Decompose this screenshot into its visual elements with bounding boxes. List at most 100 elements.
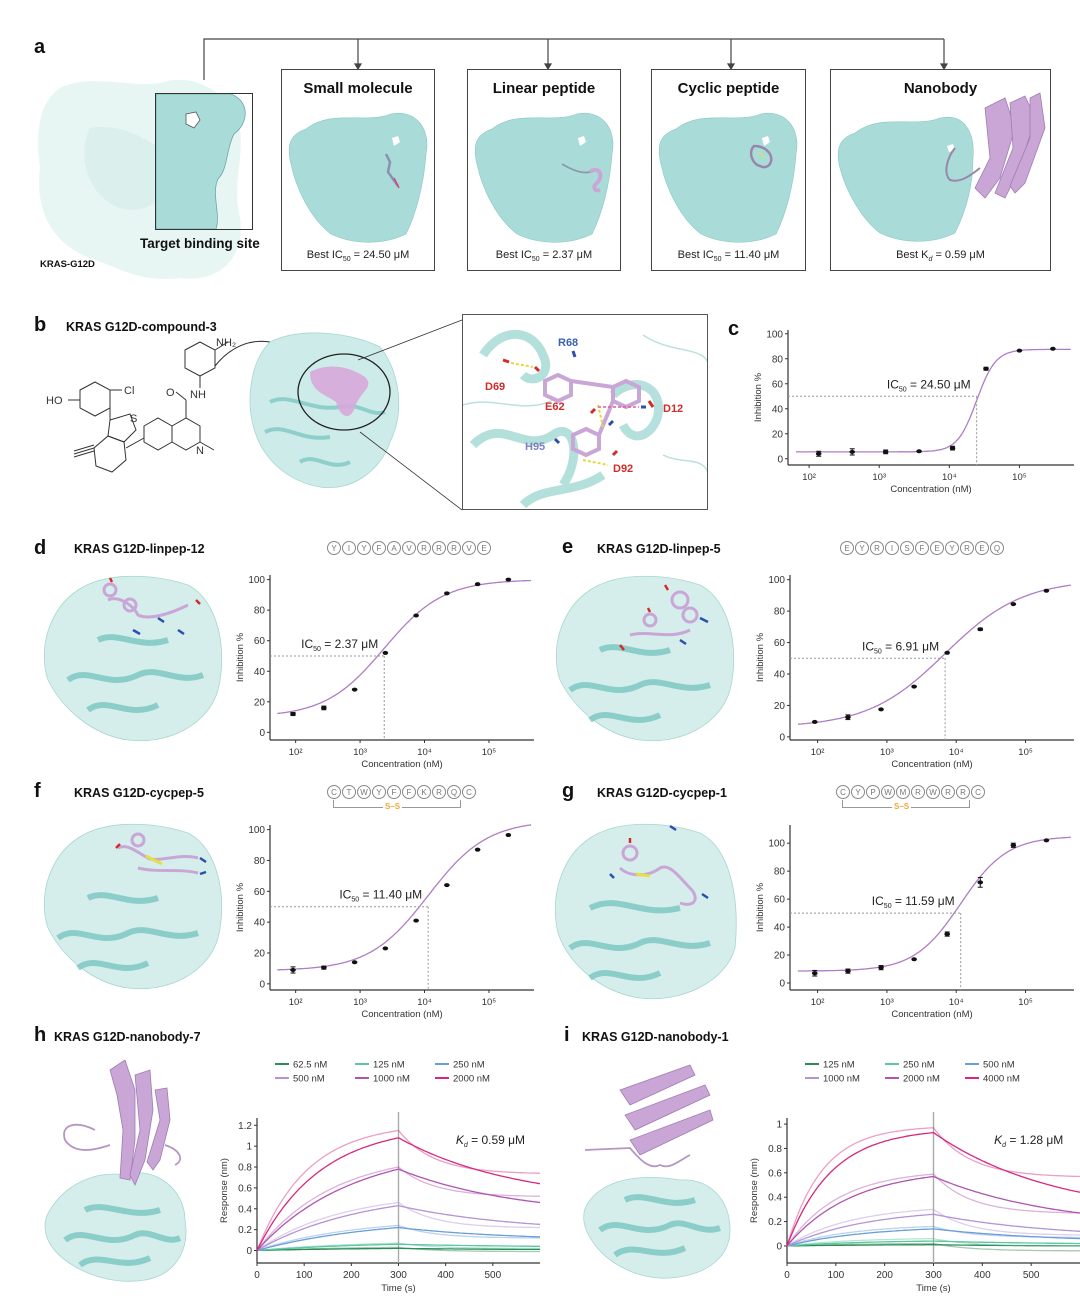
y-tick-label: 60 <box>254 636 266 647</box>
data-point <box>413 918 419 923</box>
y-tick-label: 1.2 <box>238 1121 252 1132</box>
residue-circle: P <box>866 785 880 799</box>
ic50-label: IC50 = 11.59 μM <box>872 894 955 910</box>
disulfide-label-f: S–S <box>383 802 403 811</box>
legend-item: 1000 nM <box>355 1074 410 1085</box>
residue-circle: R <box>911 785 925 799</box>
legend-label: 500 nM <box>983 1060 1015 1071</box>
residue-circle: Q <box>990 541 1004 555</box>
legend-label: 4000 nM <box>983 1074 1020 1085</box>
nanobody-7-complex-structure <box>44 1059 187 1282</box>
category-cyclic-peptide: Cyclic peptide Best IC50 = 11.40 μM <box>651 69 806 271</box>
y-tick-label: 0.8 <box>768 1144 782 1155</box>
data-point <box>290 967 296 972</box>
residue-circle: Q <box>447 785 461 799</box>
data-point <box>290 712 296 717</box>
legend-item: 250 nM <box>885 1060 935 1071</box>
residue-circle: C <box>327 785 341 799</box>
y-tick-label: 20 <box>772 429 784 440</box>
data-point <box>444 883 450 888</box>
x-tick-label: 10⁴ <box>417 747 432 758</box>
legend-item: 2000 nM <box>435 1074 490 1085</box>
y-axis-label: Response (nm) <box>219 1158 230 1223</box>
raw-trace <box>256 1129 540 1251</box>
bli-sensorgram-chart-h: 62.5 nM 125 nM 250 nM 500 nM 1000 nM 2000 nM 0… <box>219 1060 540 1294</box>
y-tick-label: 100 <box>248 575 265 586</box>
data-point <box>1050 346 1056 351</box>
residue-circle: W <box>357 785 371 799</box>
binding-site-box <box>155 93 253 230</box>
chem-label-o: O <box>166 387 175 399</box>
fit-trace <box>786 1240 1080 1247</box>
x-axis-label: Concentration (nM) <box>891 1009 972 1020</box>
residue-circle: W <box>926 785 940 799</box>
fit-trace <box>256 1226 540 1252</box>
data-point <box>1043 838 1050 843</box>
y-tick-label: 0 <box>259 979 265 990</box>
category-metric: Best Kd = 0.59 μM <box>896 248 985 263</box>
y-tick-label: 20 <box>774 951 786 962</box>
fit-trace <box>786 1175 1080 1247</box>
fit-curve <box>277 579 532 715</box>
category-connector <box>203 38 949 80</box>
data-point <box>382 946 389 951</box>
data-point <box>949 446 956 451</box>
residue-circle: C <box>836 785 850 799</box>
raw-trace <box>786 1208 1080 1247</box>
data-point <box>882 449 889 454</box>
raw-trace <box>786 1127 1080 1247</box>
residue-circle: Y <box>372 785 386 799</box>
chem-label-cl: Cl <box>124 385 134 397</box>
y-tick-label: 80 <box>254 606 266 617</box>
y-tick-label: 100 <box>248 825 265 836</box>
legend-label: 2000 nM <box>903 1074 940 1085</box>
x-tick-label: 500 <box>1023 1270 1040 1281</box>
residue-d69: D69 <box>485 381 506 393</box>
y-tick-label: 0 <box>776 1241 782 1252</box>
data-point <box>815 451 822 456</box>
panel-title-f: KRAS G12D-cycpep-5 <box>74 786 204 800</box>
category-linear-peptide: Linear peptide Best IC50 = 2.37 μM <box>467 69 621 271</box>
residue-circle: E <box>930 541 944 555</box>
nanobody-1-complex-structure <box>583 1064 731 1279</box>
raw-trace <box>787 1242 1080 1252</box>
x-tick-label: 200 <box>343 1270 360 1281</box>
disulfide-label-g: S–S <box>892 802 912 811</box>
raw-trace <box>786 1173 1080 1247</box>
residue-circle: M <box>896 785 910 799</box>
data-point <box>505 833 512 838</box>
fit-trace <box>786 1228 1080 1247</box>
data-point <box>977 880 984 885</box>
fit-trace <box>786 1131 1080 1247</box>
x-tick-label: 100 <box>296 1270 313 1281</box>
residue-circle: T <box>342 785 356 799</box>
data-point <box>845 715 851 720</box>
residue-circle: R <box>432 785 446 799</box>
y-axis-label: Inhibition % <box>235 632 246 682</box>
fit-curve <box>796 348 1071 453</box>
y-tick-label: 20 <box>774 701 786 712</box>
y-tick-label: 20 <box>254 948 266 959</box>
x-tick-label: 10⁴ <box>949 747 964 758</box>
x-tick-label: 10⁴ <box>949 997 964 1008</box>
residue-circle: F <box>402 785 416 799</box>
x-tick-label: 10² <box>802 472 816 483</box>
ic50-label: IC50 = 11.40 μM <box>339 888 422 904</box>
raw-trace <box>256 1201 540 1252</box>
residue-circle: R <box>941 785 955 799</box>
x-tick-label: 10⁴ <box>417 997 432 1008</box>
residue-circle: F <box>387 785 401 799</box>
protein-linear-peptide-complex <box>474 112 614 243</box>
data-point <box>505 577 512 582</box>
panel-letter-a: a <box>34 36 46 58</box>
chem-label-nh: NH <box>190 389 206 401</box>
y-tick-label: 0 <box>777 454 783 465</box>
x-tick-label: 10² <box>811 747 825 758</box>
binding-pocket-detail: R68 D69 E62 D12 H95 D92 <box>462 314 708 510</box>
fit-curve <box>797 836 1071 972</box>
x-tick-label: 10³ <box>353 997 367 1008</box>
residue-circle: V <box>462 541 476 555</box>
x-tick-label: 10² <box>811 997 825 1008</box>
